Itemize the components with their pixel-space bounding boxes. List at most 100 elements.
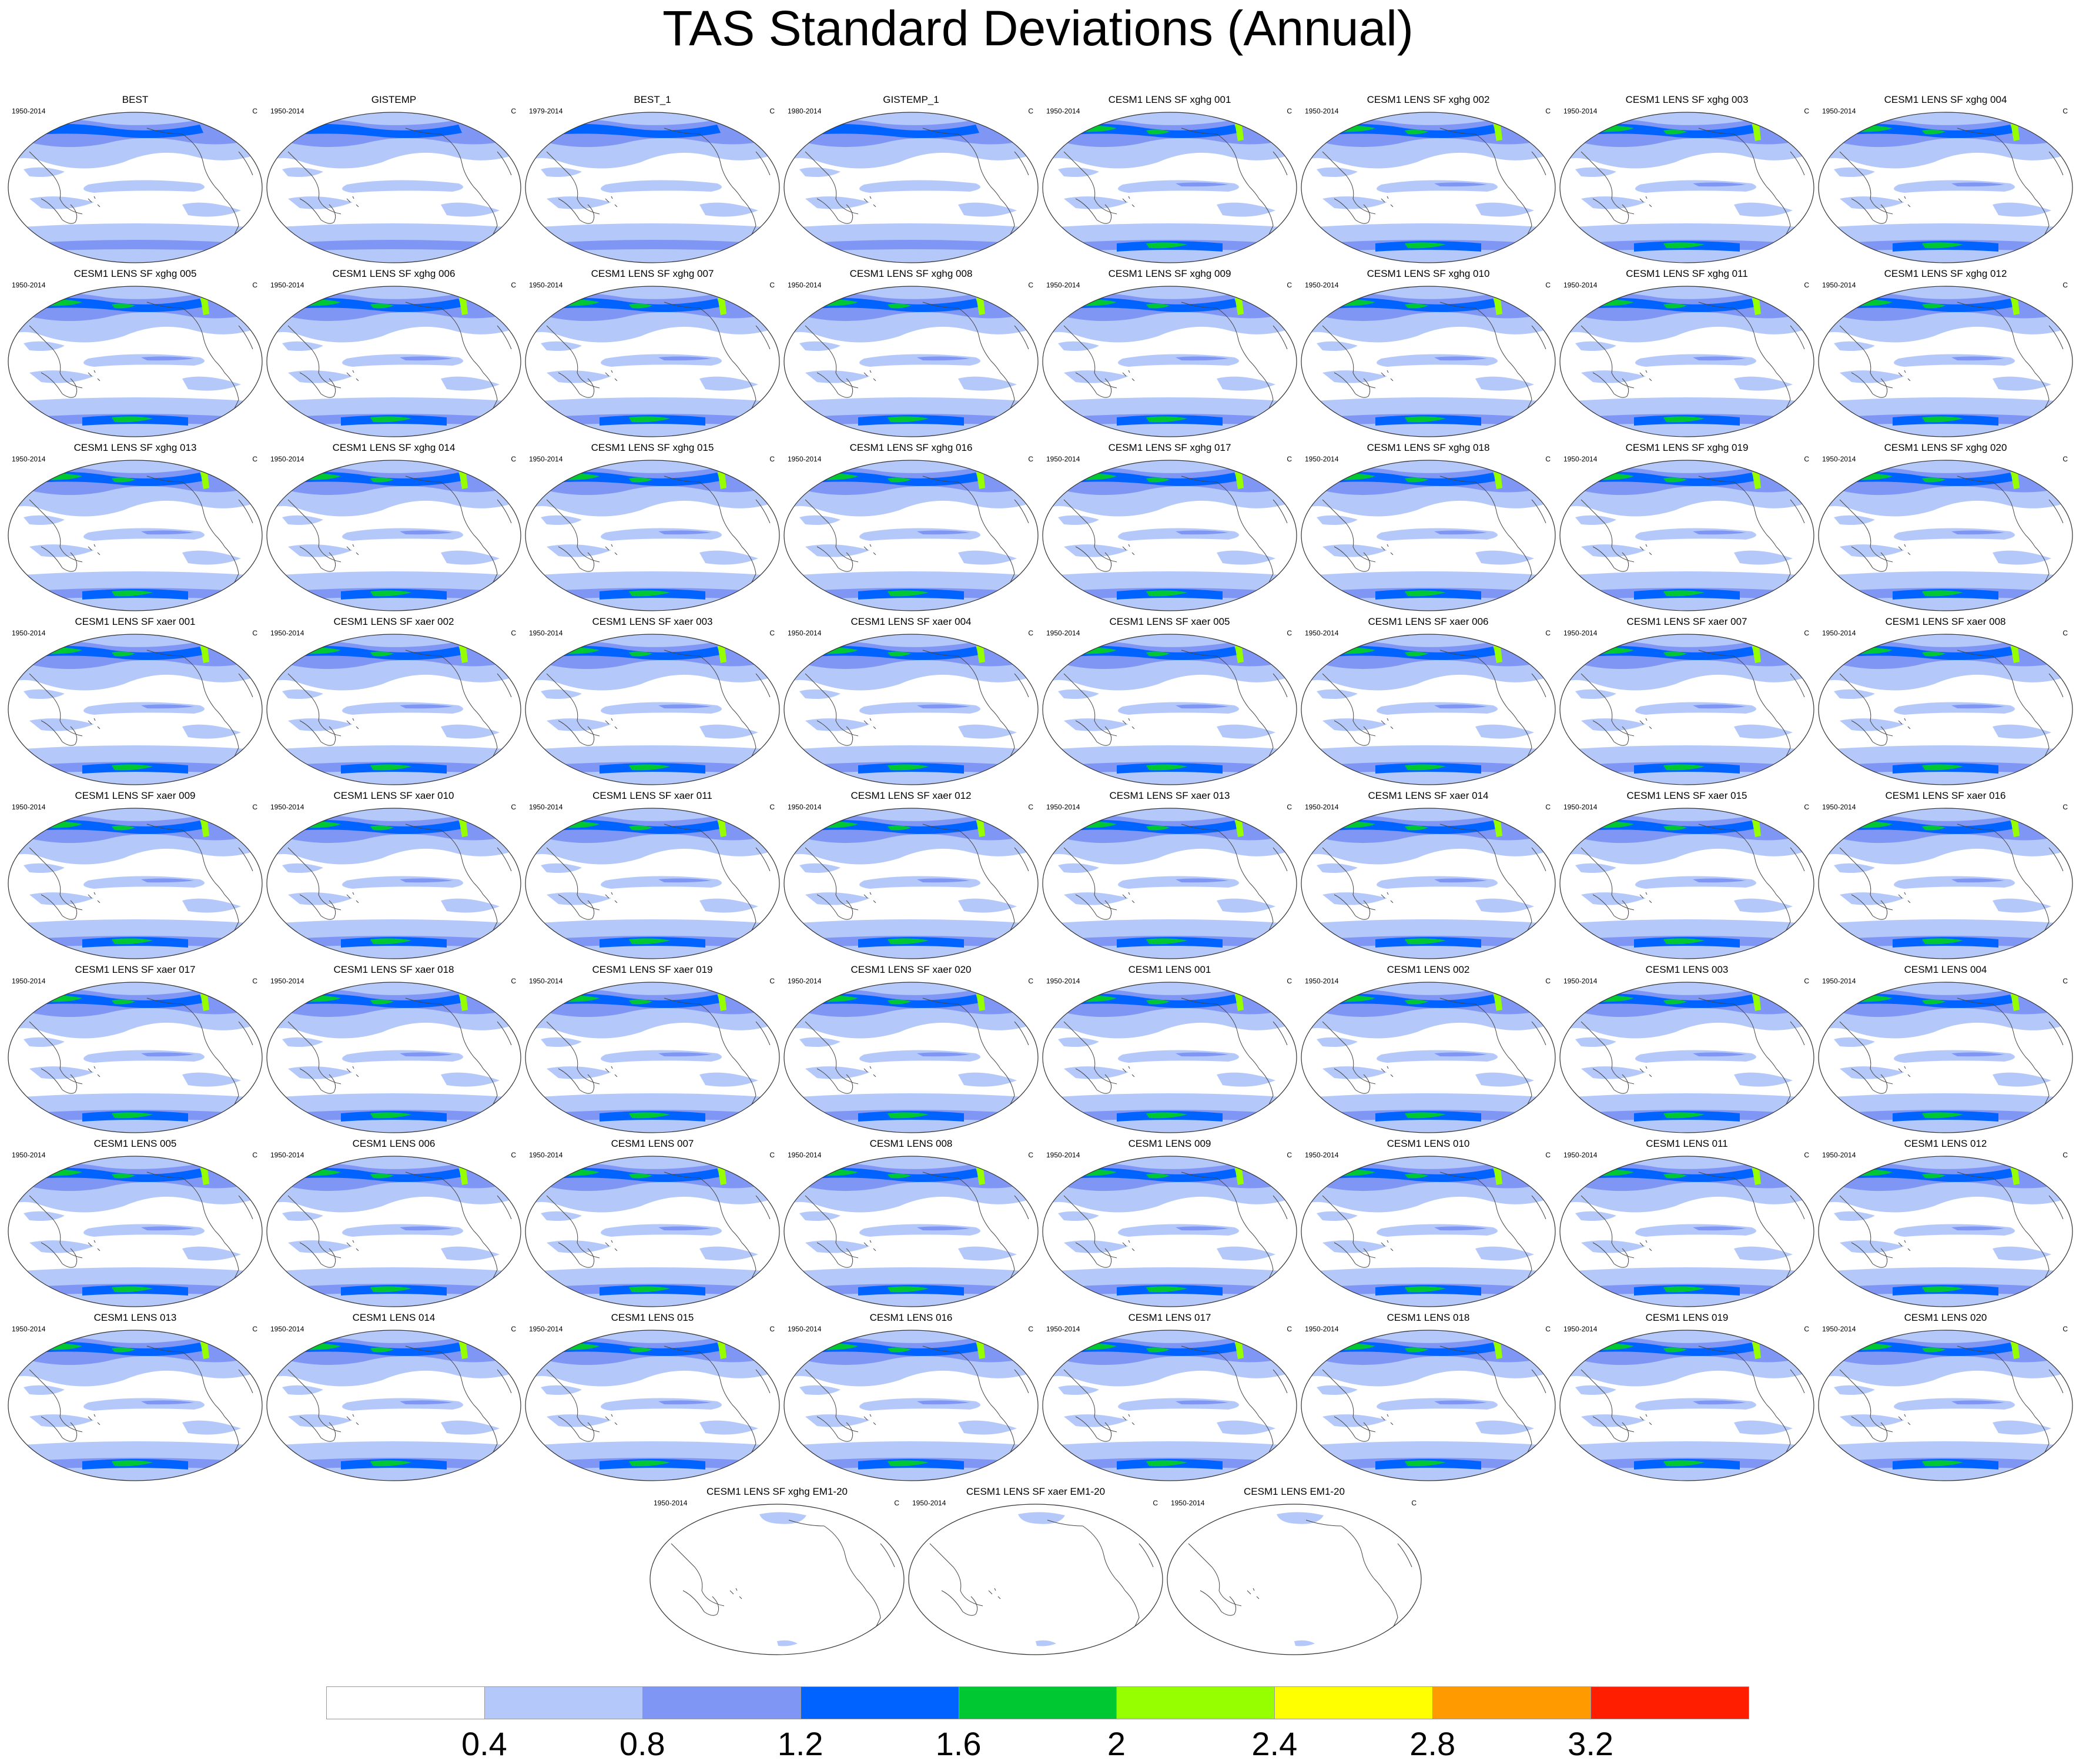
colorbar-swatch — [1591, 1686, 1749, 1719]
panel-years: 1950-2014 — [1305, 629, 1339, 637]
panel-title: CESM1 LENS SF xghg EM1-20 — [706, 1486, 848, 1497]
world-map-icon — [1042, 460, 1297, 611]
panel-title: CESM1 LENS SF xaer 010 — [333, 790, 454, 801]
panel-title: CESM1 LENS SF xaer 018 — [333, 964, 454, 975]
map-panel: CESM1 LENS SF xghg 005 1950-2014 C — [6, 268, 264, 439]
panel-title: CESM1 LENS SF xghg 001 — [1108, 94, 1231, 105]
panel-title: CESM1 LENS 018 — [1387, 1312, 1470, 1323]
world-map-icon — [783, 286, 1039, 437]
panel-years: 1950-2014 — [12, 977, 46, 985]
world-map-icon — [783, 808, 1039, 959]
panel-years: 1950-2014 — [1046, 977, 1080, 985]
panel-years: 1950-2014 — [1305, 977, 1339, 985]
panel-unit: C — [769, 455, 775, 463]
panel-years: 1950-2014 — [1305, 107, 1339, 115]
world-map-icon — [266, 1156, 521, 1307]
panel-unit: C — [1028, 1325, 1033, 1333]
panel-title: CESM1 LENS SF xaer 020 — [851, 964, 972, 975]
map-panel: CESM1 LENS SF xghg 001 1950-2014 C — [1040, 94, 1299, 265]
map-panel: CESM1 LENS SF xghg 019 1950-2014 C — [1558, 442, 1816, 612]
panel-title: CESM1 LENS 002 — [1387, 964, 1470, 975]
panel-unit: C — [2062, 1325, 2068, 1333]
panel-years: 1950-2014 — [270, 1151, 304, 1159]
world-map-icon — [783, 1156, 1039, 1307]
panel-title: CESM1 LENS 013 — [93, 1312, 177, 1323]
map-panel: CESM1 LENS SF xaer 013 1950-2014 C — [1040, 790, 1299, 960]
panel-unit: C — [252, 107, 257, 115]
panel-unit: C — [511, 977, 516, 985]
panel-title: CESM1 LENS SF xghg 013 — [73, 442, 197, 453]
panel-unit: C — [1287, 1151, 1292, 1159]
colorbar-swatch — [958, 1686, 1117, 1719]
map-panel: CESM1 LENS SF xaer 003 1950-2014 C — [523, 616, 782, 786]
world-map-icon — [1559, 1330, 1814, 1481]
panel-years: 1950-2014 — [1822, 1325, 1856, 1333]
map-panel: CESM1 LENS SF xghg 002 1950-2014 C — [1299, 94, 1558, 265]
panel-unit: C — [1804, 107, 1809, 115]
map-panel: CESM1 LENS SF xghg 013 1950-2014 C — [6, 442, 264, 612]
panel-title: CESM1 LENS SF xaer 008 — [1885, 616, 2006, 627]
panel-years: 1950-2014 — [1563, 107, 1598, 115]
panel-years: 1950-2014 — [1563, 977, 1598, 985]
world-map-icon — [266, 1330, 521, 1481]
world-map-icon — [1559, 1156, 1814, 1307]
panel-title: CESM1 LENS 007 — [611, 1138, 694, 1149]
colorbar-tick-label: 3.2 — [1568, 1725, 1614, 1762]
panel-unit: C — [1287, 1325, 1292, 1333]
colorbar-tick-label: 0.4 — [461, 1725, 507, 1762]
world-map-icon — [1167, 1504, 1422, 1655]
world-map-icon — [266, 460, 521, 611]
panel-unit: C — [1287, 629, 1292, 637]
map-panel: CESM1 LENS SF xghg 011 1950-2014 C — [1558, 268, 1816, 439]
panel-years: 1950-2014 — [12, 281, 46, 289]
map-panel: CESM1 LENS SF xaer 012 1950-2014 C — [782, 790, 1040, 960]
panel-unit: C — [1028, 107, 1033, 115]
panel-unit: C — [511, 629, 516, 637]
panel-years: 1950-2014 — [12, 1325, 46, 1333]
panel-title: CESM1 LENS SF xghg 004 — [1884, 94, 2007, 105]
world-map-icon — [1818, 1156, 2073, 1307]
panel-unit: C — [1287, 977, 1292, 985]
panel-title: CESM1 LENS 005 — [93, 1138, 177, 1149]
world-map-icon — [266, 112, 521, 263]
panel-unit: C — [1028, 803, 1033, 811]
panel-title: GISTEMP_1 — [883, 94, 939, 105]
panel-years: 1950-2014 — [529, 281, 563, 289]
panel-unit: C — [1545, 107, 1551, 115]
panel-years: 1950-2014 — [654, 1499, 688, 1507]
colorbar-swatch — [1116, 1686, 1275, 1719]
panel-unit: C — [1545, 803, 1551, 811]
panel-title: CESM1 LENS SF xghg 020 — [1884, 442, 2007, 453]
panel-title: CESM1 LENS SF xghg 016 — [849, 442, 973, 453]
colorbar-tick-label: 2 — [1107, 1725, 1126, 1762]
panel-unit: C — [1804, 977, 1809, 985]
world-map-icon — [1818, 460, 2073, 611]
world-map-icon — [1559, 982, 1814, 1133]
world-map-icon — [266, 286, 521, 437]
world-map-icon — [266, 982, 521, 1133]
map-panel: CESM1 LENS SF xghg 006 1950-2014 C — [264, 268, 523, 439]
panel-title: CESM1 LENS SF xaer 003 — [592, 616, 713, 627]
panel-years: 1950-2014 — [12, 803, 46, 811]
panel-unit: C — [1028, 977, 1033, 985]
world-map-icon — [266, 808, 521, 959]
colorbar-tick-label: 2.4 — [1251, 1725, 1298, 1762]
panel-title: CESM1 LENS 019 — [1645, 1312, 1729, 1323]
panel-years: 1950-2014 — [1305, 455, 1339, 463]
panel-unit: C — [2062, 455, 2068, 463]
map-panel: CESM1 LENS SF xghg 017 1950-2014 C — [1040, 442, 1299, 612]
panel-title: CESM1 LENS SF xghg 017 — [1108, 442, 1231, 453]
panel-unit: C — [1545, 629, 1551, 637]
panel-unit: C — [769, 1325, 775, 1333]
map-panel: CESM1 LENS 005 1950-2014 C — [6, 1138, 264, 1308]
panel-unit: C — [1804, 803, 1809, 811]
panel-unit: C — [1287, 455, 1292, 463]
panel-years: 1950-2014 — [912, 1499, 946, 1507]
map-panel: CESM1 LENS SF xghg 018 1950-2014 C — [1299, 442, 1558, 612]
panel-title: CESM1 LENS SF xaer 004 — [851, 616, 972, 627]
panel-years: 1950-2014 — [1046, 455, 1080, 463]
map-panel: CESM1 LENS SF xghg 016 1950-2014 C — [782, 442, 1040, 612]
panel-unit: C — [1028, 281, 1033, 289]
panel-years: 1950-2014 — [1822, 107, 1856, 115]
panel-unit: C — [1287, 803, 1292, 811]
